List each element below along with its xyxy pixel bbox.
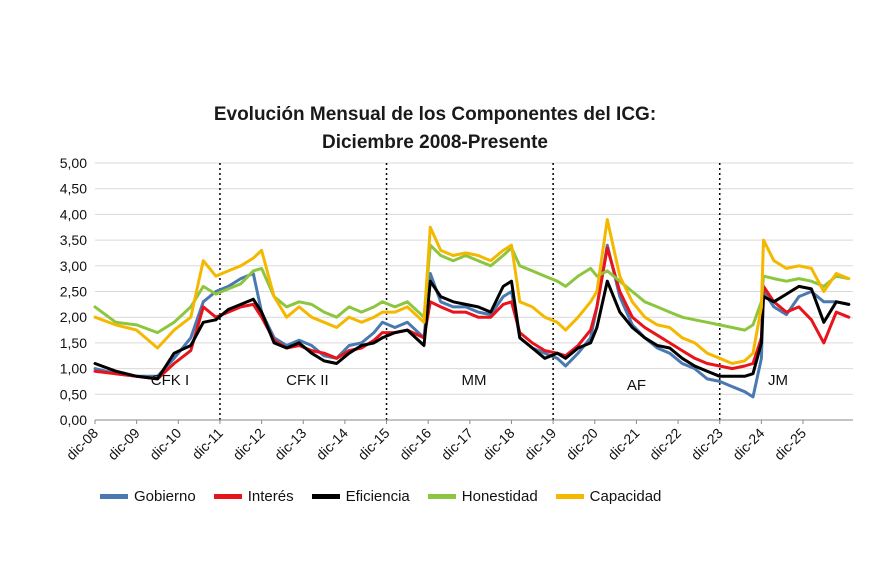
series-line-capacidad xyxy=(93,218,851,365)
x-tick-label: dic-08 xyxy=(63,425,101,463)
series-line-gobierno xyxy=(93,243,851,399)
x-tick-label: dic-24 xyxy=(729,425,767,463)
series-line-eficiencia xyxy=(93,279,851,381)
y-tick-label: 3,50 xyxy=(60,232,87,248)
legend-item: Honestidad xyxy=(427,487,538,505)
x-tick-label: dic-23 xyxy=(688,425,726,463)
series-line-inters xyxy=(93,246,851,381)
y-tick-label: 0,50 xyxy=(60,386,87,402)
legend-item: Interés xyxy=(213,487,294,505)
legend-label: Gobierno xyxy=(134,487,196,505)
legend-swatch xyxy=(311,493,340,499)
x-tick-label: dic-18 xyxy=(479,425,517,463)
y-tick-label: 1,50 xyxy=(60,335,87,351)
series-layer xyxy=(93,218,851,399)
axis-layer: 0,00 0,50 1,00 1,50 2,00 2,50 3,00 3,50 4,00 4,50… xyxy=(60,155,853,463)
legend-swatch xyxy=(555,493,584,499)
legend-label: Honestidad xyxy=(461,487,538,505)
period-label: MM xyxy=(462,372,487,389)
x-tick-label: dic-15 xyxy=(354,425,392,463)
legend-label: Interés xyxy=(247,487,294,505)
x-tick-label: dic-17 xyxy=(438,425,476,463)
label-layer: CFK I CFK II MM AF JM xyxy=(151,372,788,394)
series-line-honestidad xyxy=(93,243,851,335)
x-tick-label: dic-13 xyxy=(271,425,309,463)
period-label: JM xyxy=(768,372,788,389)
chart-subtitle: Diciembre 2008-Presente xyxy=(321,132,548,153)
legend-swatch xyxy=(100,493,128,499)
x-tick-label: dic-20 xyxy=(563,425,601,463)
x-tick-label: dic-19 xyxy=(521,425,559,463)
legend-label: Eficiencia xyxy=(345,487,410,505)
legend-item: Gobierno xyxy=(100,488,196,505)
y-tick-label: 2,50 xyxy=(60,284,87,300)
x-tick-label: dic-11 xyxy=(189,425,227,463)
x-tick-label: dic-10 xyxy=(146,425,184,463)
y-tick-label: 4,50 xyxy=(60,181,87,197)
legend-swatch xyxy=(213,493,242,499)
x-tick-label: dic-21 xyxy=(604,425,642,463)
legend: Gobierno Interés Eficiencia Honestidad Capac… xyxy=(100,485,679,507)
legend-item: Capacidad xyxy=(555,487,662,505)
y-tick-label: 5,00 xyxy=(60,155,87,171)
y-tick-label: 2,00 xyxy=(60,309,87,325)
y-tick-label: 1,00 xyxy=(60,361,87,377)
legend-item: Eficiencia xyxy=(311,487,410,505)
chart-title: Evolución Mensual de los Componentes del… xyxy=(213,104,657,125)
x-tick-label: dic-25 xyxy=(771,425,809,463)
grid-layer xyxy=(95,162,853,421)
x-tick-label: dic-12 xyxy=(229,425,267,463)
period-label: AF xyxy=(627,377,646,394)
x-tick-label: dic-16 xyxy=(396,425,434,463)
x-tick-label: dic-14 xyxy=(313,425,351,463)
period-label: CFK I xyxy=(151,372,189,389)
x-tick-label: dic-09 xyxy=(104,425,142,463)
period-label: CFK II xyxy=(286,372,329,389)
y-tick-label: 3,00 xyxy=(60,258,87,274)
legend-label: Capacidad xyxy=(589,487,662,505)
x-tick-label: dic-22 xyxy=(646,425,684,463)
y-tick-label: 4,00 xyxy=(60,206,87,222)
legend-swatch xyxy=(427,493,456,499)
y-tick-label: 0,00 xyxy=(60,412,87,428)
